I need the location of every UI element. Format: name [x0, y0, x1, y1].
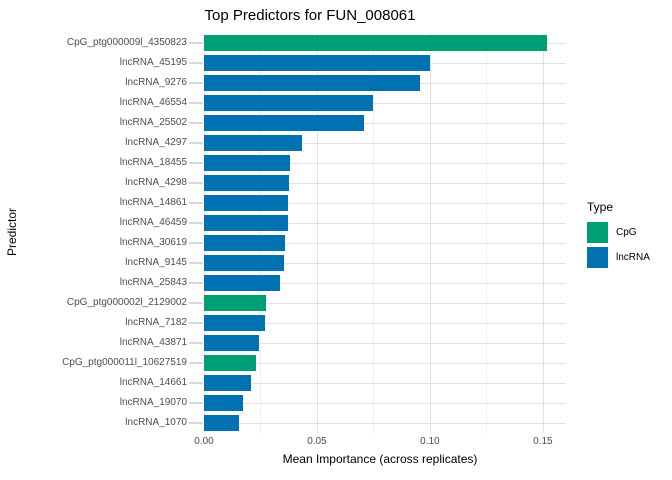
bar-lncrna-9145: [204, 255, 285, 271]
bar-lncrna-46554: [204, 95, 374, 111]
y-axis-label: CpG_ptg000009l_4350823: [66, 37, 187, 48]
y-axis-label: lncRNA_7182: [125, 317, 187, 328]
y-axis-tick: [189, 102, 203, 104]
y-axis-label: CpG_ptg000002l_2129002: [66, 297, 187, 308]
y-axis-label: lncRNA_4297: [125, 137, 187, 148]
y-axis-label: lncRNA_45195: [119, 57, 187, 68]
y-major-gridline: [204, 422, 566, 424]
y-axis-tick: [189, 402, 203, 404]
y-axis-tick: [189, 282, 203, 284]
legend-label-lncrna: lncRNA: [616, 252, 650, 263]
bar-lncrna-46459: [204, 215, 288, 231]
y-axis-tick: [189, 422, 203, 424]
y-axis-tick: [189, 42, 203, 44]
bar-cpg-ptg000009l-4350823: [204, 35, 548, 51]
y-major-gridline: [204, 382, 566, 384]
bar-lncrna-25502: [204, 115, 365, 131]
y-major-gridline: [204, 182, 566, 184]
y-axis-label: lncRNA_25502: [119, 117, 187, 128]
y-axis-label: CpG_ptg000011l_10627519: [62, 357, 187, 368]
bar-cpg-ptg000002l-2129002: [204, 295, 267, 311]
x-minor-gridline: [486, 33, 488, 433]
y-major-gridline: [204, 102, 566, 104]
y-major-gridline: [204, 242, 566, 244]
y-major-gridline: [204, 322, 566, 324]
y-axis-tick: [189, 322, 203, 324]
legend-label-cpg: CpG: [616, 227, 637, 238]
y-axis-tick: [189, 62, 203, 64]
y-axis-tick: [189, 262, 203, 264]
x-axis-tick-label: 0.15: [533, 436, 553, 447]
x-major-gridline: [542, 33, 544, 433]
legend-swatch-lncrna: [587, 247, 608, 268]
x-minor-gridline: [260, 33, 262, 433]
y-major-gridline: [204, 362, 566, 364]
bar-lncrna-25843: [204, 275, 281, 291]
y-axis-tick: [189, 122, 203, 124]
legend-title: Type: [587, 200, 614, 214]
y-axis-label: lncRNA_9276: [125, 77, 187, 88]
y-axis-label: lncRNA_14861: [119, 197, 187, 208]
x-major-gridline: [204, 33, 205, 433]
y-axis-label: lncRNA_4298: [125, 177, 187, 188]
bar-lncrna-14861: [204, 195, 289, 211]
y-major-gridline: [204, 402, 566, 404]
y-axis-tick: [189, 242, 203, 244]
y-major-gridline: [204, 282, 566, 284]
y-axis-tick: [189, 202, 203, 204]
y-axis-tick: [189, 82, 203, 84]
y-axis-label: lncRNA_1070: [125, 417, 187, 428]
x-minor-gridline: [373, 33, 375, 433]
y-axis-label: lncRNA_46459: [119, 217, 187, 228]
bar-cpg-ptg000011l-10627519: [204, 355, 256, 371]
y-axis-label: lncRNA_18455: [119, 157, 187, 168]
y-axis-label: lncRNA_30619: [119, 237, 187, 248]
bar-lncrna-18455: [204, 155, 290, 171]
x-axis-title: Mean Importance (across replicates): [282, 452, 478, 466]
y-axis-label: lncRNA_14661: [119, 377, 187, 388]
bar-lncrna-4298: [204, 175, 290, 191]
bar-lncrna-9276: [204, 75, 420, 91]
y-major-gridline: [204, 342, 566, 344]
bar-lncrna-1070: [204, 415, 240, 431]
bar-lncrna-43871: [204, 335, 260, 351]
x-axis-tick-label: 0.10: [420, 436, 440, 447]
bar-lncrna-45195: [204, 55, 430, 71]
y-major-gridline: [204, 162, 566, 164]
x-major-gridline: [316, 33, 318, 433]
y-axis-tick: [189, 222, 203, 224]
x-axis-tick-label: 0.00: [194, 436, 214, 447]
y-axis-label: lncRNA_43871: [119, 337, 187, 348]
y-axis-tick: [189, 302, 203, 304]
y-axis-label: lncRNA_46554: [119, 97, 187, 108]
legend-swatch-cpg: [587, 222, 608, 243]
y-major-gridline: [204, 222, 566, 224]
chart-title: Top Predictors for FUN_008061: [204, 7, 416, 24]
y-axis-label: lncRNA_25843: [119, 277, 187, 288]
y-major-gridline: [204, 262, 566, 264]
y-major-gridline: [204, 302, 566, 304]
y-axis-tick: [189, 142, 203, 144]
y-axis-tick: [189, 342, 203, 344]
x-axis-tick-label: 0.05: [307, 436, 327, 447]
y-axis-label: lncRNA_19070: [119, 397, 187, 408]
bar-lncrna-14661: [204, 375, 252, 391]
bar-lncrna-19070: [204, 395, 244, 411]
y-major-gridline: [204, 202, 566, 204]
y-axis-tick: [189, 162, 203, 164]
y-axis-tick: [189, 382, 203, 384]
y-major-gridline: [204, 142, 566, 144]
bar-lncrna-7182: [204, 315, 265, 331]
x-major-gridline: [429, 33, 431, 433]
y-axis-label: lncRNA_9145: [125, 257, 187, 268]
y-axis-tick: [189, 182, 203, 184]
y-axis-tick: [189, 362, 203, 364]
bar-lncrna-4297: [204, 135, 302, 151]
y-major-gridline: [204, 122, 566, 124]
bar-lncrna-30619: [204, 235, 286, 251]
